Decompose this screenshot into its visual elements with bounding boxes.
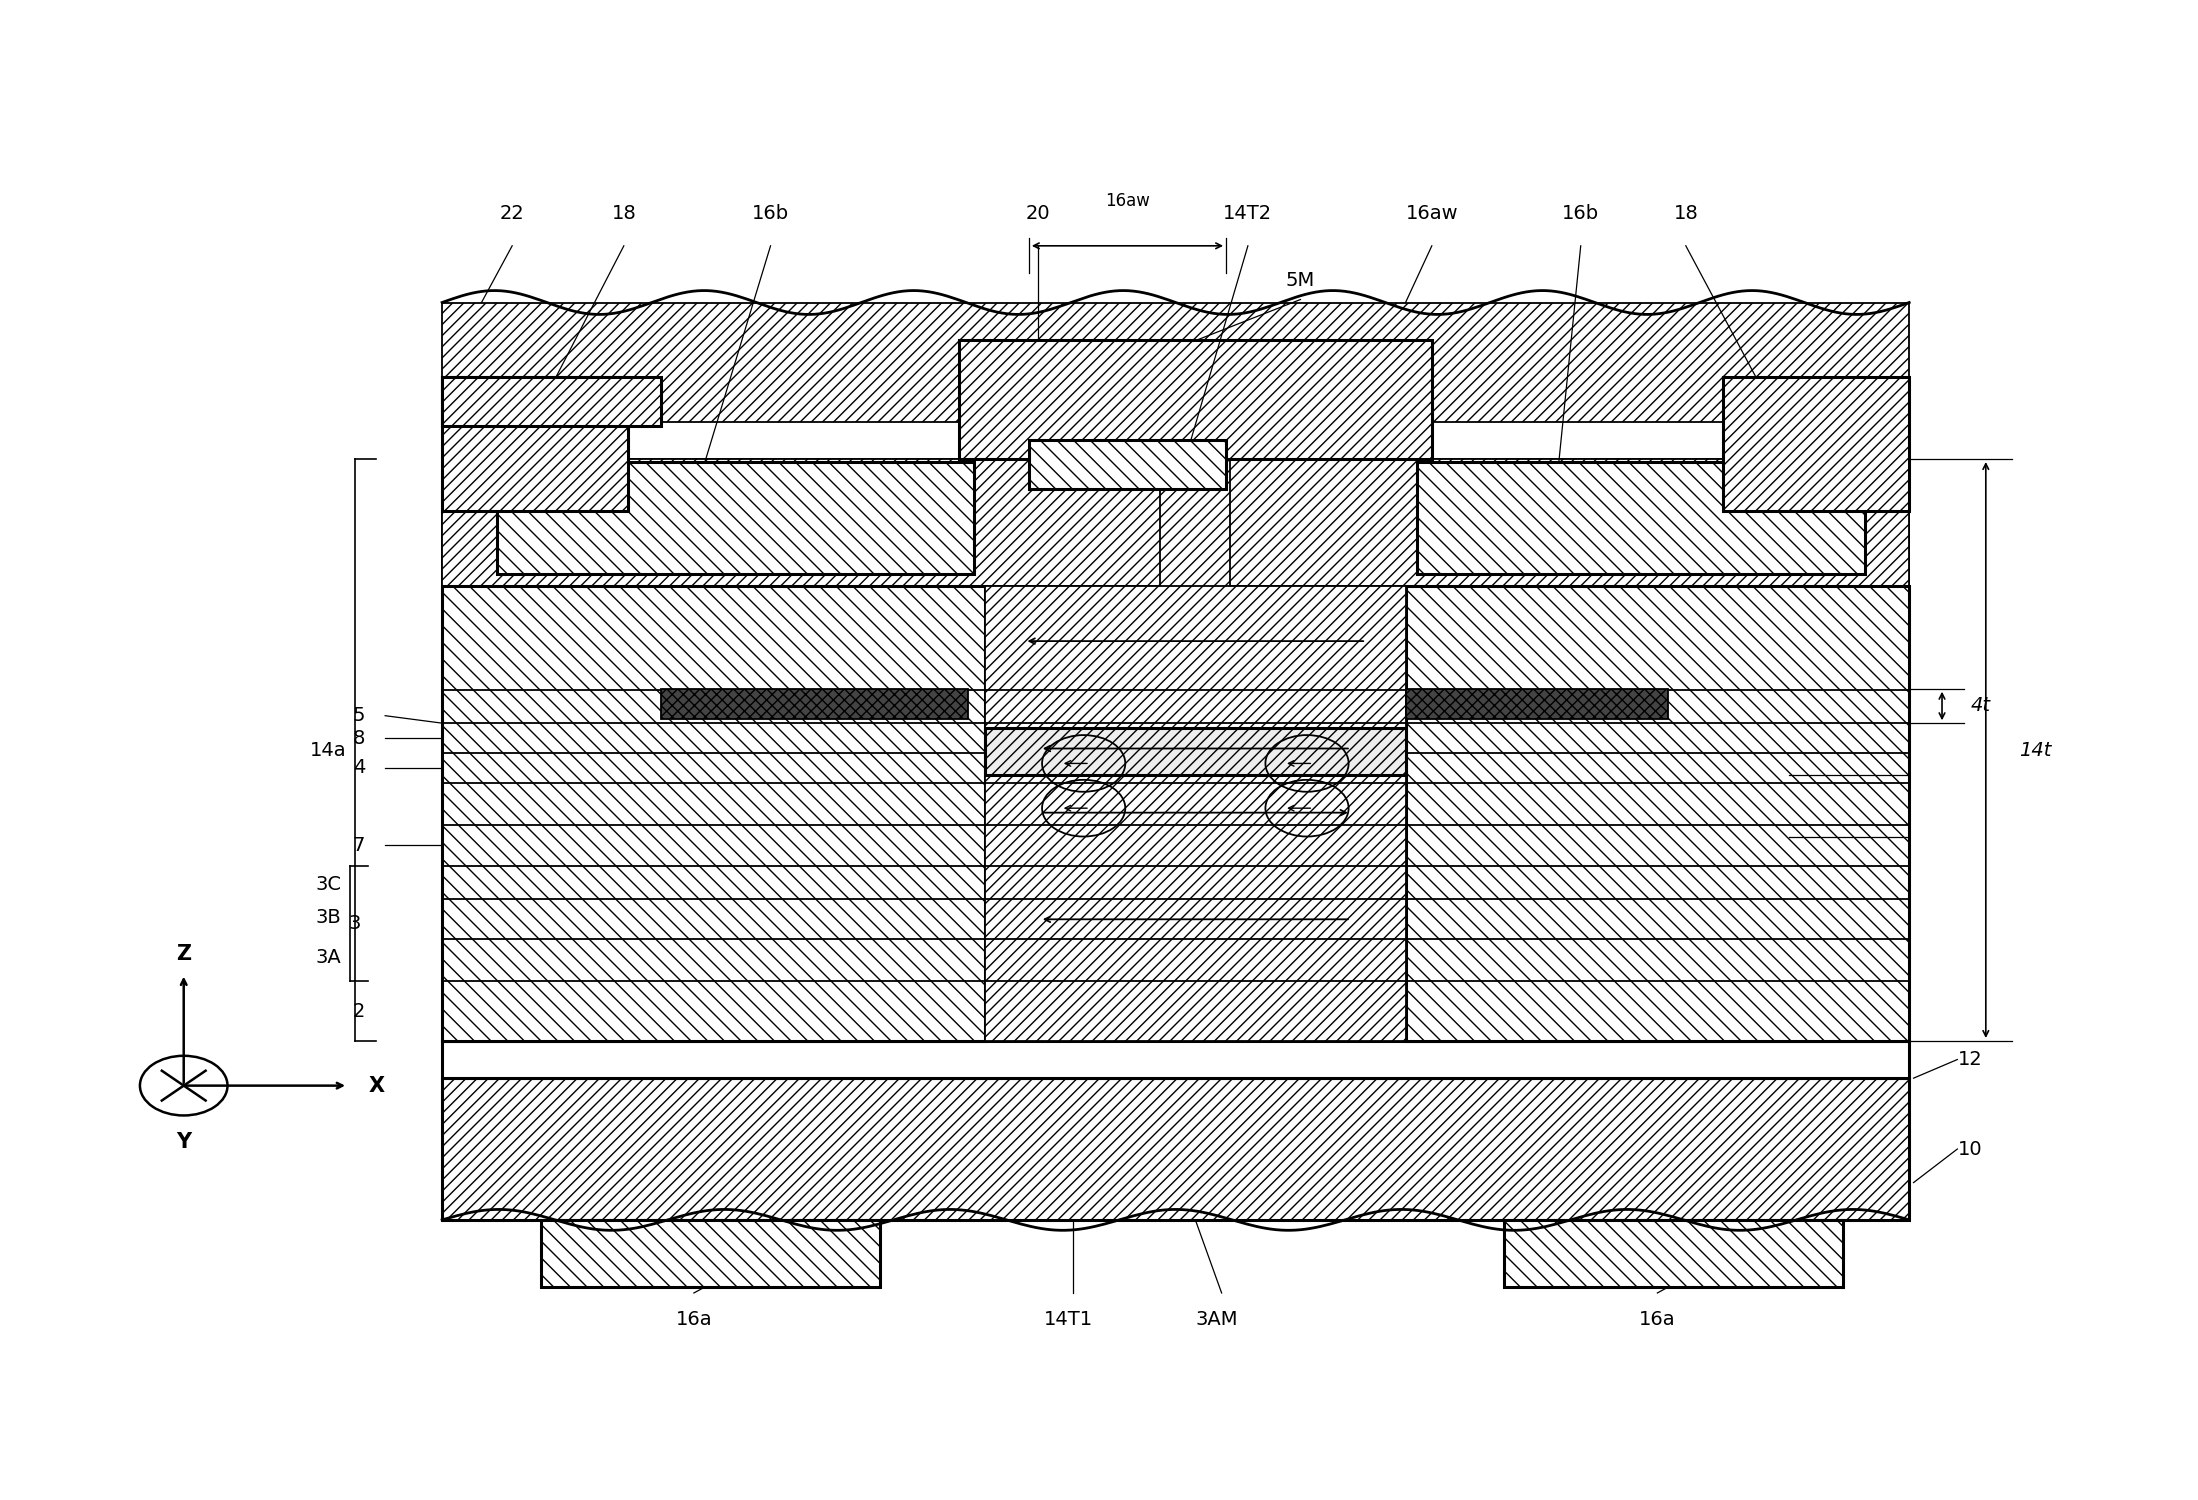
Text: 4t: 4t [1969,696,1991,715]
Bar [442,586,985,1041]
Text: 4: 4 [352,759,365,777]
Text: 8: 8 [352,729,365,747]
Text: X: X [369,1076,385,1095]
Bar [1416,462,1866,574]
Text: 14T2: 14T2 [1224,204,1273,222]
Text: 14a: 14a [310,741,347,759]
Text: 3B: 3B [314,908,341,927]
Bar [1723,376,1910,512]
Text: 3: 3 [347,915,360,933]
Bar [442,303,1910,422]
Bar [985,586,1405,1041]
Bar [985,728,1405,776]
Bar [1231,459,1910,586]
Text: 7: 7 [352,836,365,855]
Text: 3CM: 3CM [1172,741,1218,762]
Bar [1405,688,1668,718]
Text: 16b: 16b [752,204,789,222]
Text: eₘ: eₘ [1677,827,1701,846]
Text: 22: 22 [499,204,525,222]
Bar [442,459,1910,1041]
Text: 16aw: 16aw [1106,192,1150,210]
Text: 3AM: 3AM [1196,1311,1237,1329]
Text: Y: Y [176,1132,191,1152]
Text: 14T1: 14T1 [1044,1311,1092,1329]
Text: 5M: 5M [1286,270,1314,290]
Bar [497,462,974,574]
Text: 18: 18 [1673,204,1699,222]
Text: 18: 18 [611,204,635,222]
Text: eₘ: eₘ [646,827,670,846]
Text: 2: 2 [352,1002,365,1020]
Text: 12: 12 [1958,1050,1983,1070]
Text: 14t: 14t [2018,741,2051,759]
Text: 20: 20 [1026,204,1051,222]
Text: 16b: 16b [1563,204,1600,222]
Bar [1503,1220,1844,1287]
Text: 10: 10 [1958,1140,1983,1158]
Text: 16a: 16a [675,1311,712,1329]
Text: 16aw: 16aw [1405,204,1457,222]
Text: 5: 5 [352,706,365,724]
Text: 3C: 3C [314,874,341,894]
Text: 16a: 16a [1640,1311,1675,1329]
Text: eₛ: eₛ [1681,766,1699,784]
Text: 4L: 4L [1668,657,1690,676]
Text: Z: Z [176,945,191,964]
Text: 3A: 3A [314,948,341,968]
Text: eₛ: eₛ [648,766,668,784]
Bar [442,459,1161,586]
Bar [442,1078,1910,1220]
Bar [662,688,967,718]
Bar [442,376,629,512]
Bar [442,1041,1910,1078]
Bar [442,376,662,426]
Bar [541,1220,879,1287]
Bar [1029,440,1226,489]
Text: 4L: 4L [657,657,681,676]
Bar [958,340,1431,459]
Bar [1405,586,1910,1041]
